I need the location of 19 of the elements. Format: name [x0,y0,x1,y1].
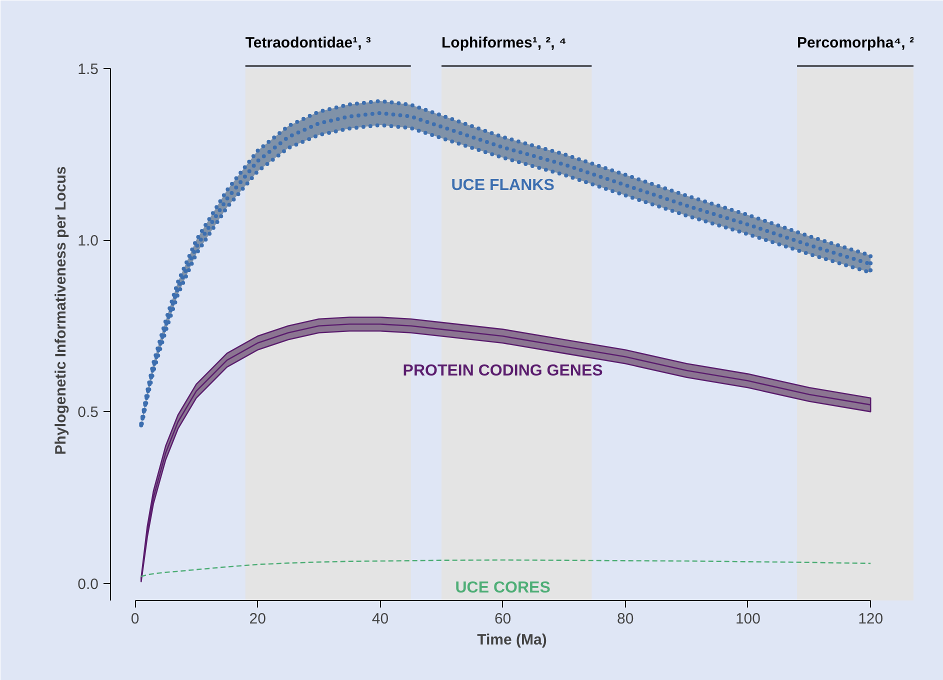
y-tick-label: 0.0 [78,576,99,593]
x-tick-label: 40 [372,610,389,628]
band-label: Tetraodontidae¹, ³ [245,34,371,52]
series-label: UCE FLANKS [451,177,555,194]
x-tick-label: 100 [735,610,761,628]
series-label: PROTEIN CODING GENES [402,362,604,380]
line-series [140,559,872,578]
y-tick-label: 1.5 [78,60,99,78]
x-axis-title: Time (Ma) [477,632,547,648]
x-tick-label: 0 [130,610,140,628]
x-tick-label: 60 [494,610,512,628]
y-tick-label: 1.0 [78,232,99,250]
series-label: UCE CORES [455,579,551,596]
x-tick-label: 120 [858,610,884,628]
y-tick-label: 0.5 [78,404,99,422]
x-tick-label: 80 [617,610,634,628]
x-tick-label: 20 [249,610,266,628]
band-label: Lophiformes¹, ², ⁴ [442,34,566,52]
y-axis-title: Phylogenetic Informativeness per Locus [52,166,70,455]
